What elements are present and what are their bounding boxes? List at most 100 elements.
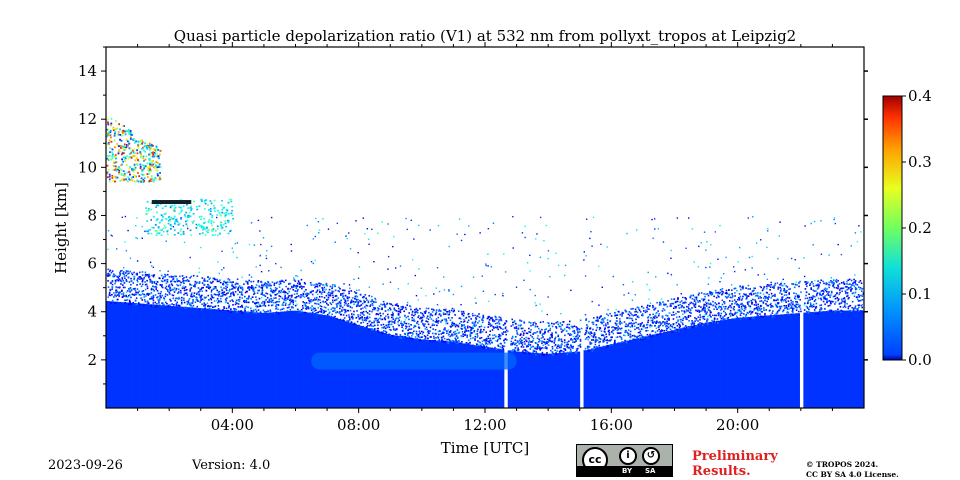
noise-pixel xyxy=(649,326,652,328)
depol-pixel xyxy=(638,334,641,337)
depol-pixel xyxy=(435,318,438,320)
depol-pixel xyxy=(577,338,579,340)
depol-pixel xyxy=(133,271,135,274)
depol-pixel xyxy=(194,281,197,283)
boundary-layer-column xyxy=(606,344,611,408)
depol-pixel xyxy=(687,310,689,312)
depol-pixel xyxy=(269,309,272,312)
noise-pixel xyxy=(358,266,361,268)
depol-pixel xyxy=(439,340,442,343)
cirrus-pixel xyxy=(158,178,161,181)
depol-pixel xyxy=(733,313,736,315)
depol-pixel xyxy=(444,329,447,331)
depol-pixel xyxy=(421,312,424,315)
depol-pixel xyxy=(734,317,737,320)
depol-pixel xyxy=(337,302,340,305)
depol-pixel xyxy=(322,284,324,286)
depol-pixel xyxy=(580,327,583,330)
depol-pixel xyxy=(285,297,288,300)
depol-pixel xyxy=(633,314,636,316)
depol-pixel xyxy=(142,290,145,292)
depol-pixel xyxy=(421,330,423,333)
depol-pixel xyxy=(144,281,146,283)
depol-pixel xyxy=(243,308,246,311)
depol-pixel xyxy=(656,330,659,332)
depol-pixel xyxy=(136,284,138,286)
depol-pixel xyxy=(155,305,158,308)
depol-pixel xyxy=(731,293,733,295)
depol-pixel xyxy=(574,351,577,353)
depol-pixel xyxy=(218,293,221,295)
depol-pixel xyxy=(523,332,525,335)
noise-pixel xyxy=(803,275,806,278)
boundary-layer-column xyxy=(666,331,672,408)
boundary-layer-column xyxy=(742,317,747,408)
boundary-layer-column xyxy=(640,337,645,408)
depol-pixel xyxy=(814,307,817,309)
depol-pixel xyxy=(467,342,469,345)
boundary-layer-column xyxy=(189,307,194,408)
depol-pixel xyxy=(469,342,471,344)
noise-pixel xyxy=(460,303,462,306)
depol-pixel xyxy=(395,333,397,335)
depol-pixel xyxy=(752,317,754,319)
depol-pixel xyxy=(429,314,432,316)
depol-pixel xyxy=(254,302,256,304)
depol-pixel xyxy=(516,340,519,342)
depol-pixel xyxy=(551,334,553,336)
depol-pixel xyxy=(413,326,415,329)
depol-pixel xyxy=(757,297,760,299)
depol-pixel xyxy=(469,332,472,334)
depol-pixel xyxy=(542,353,545,356)
depol-pixel xyxy=(496,326,499,329)
depol-pixel xyxy=(159,292,162,295)
depol-pixel xyxy=(159,284,162,286)
depol-pixel xyxy=(782,309,785,311)
depol-pixel xyxy=(565,326,568,329)
depol-pixel xyxy=(590,332,593,335)
depol-pixel xyxy=(576,333,579,336)
cirrus-pixel xyxy=(120,134,123,137)
depol-pixel xyxy=(737,304,740,307)
noise-pixel xyxy=(239,296,241,299)
noise-pixel xyxy=(124,215,127,218)
depol-pixel xyxy=(534,321,536,324)
cirrus-pixel xyxy=(127,157,130,160)
depol-pixel xyxy=(575,335,578,337)
noise-pixel xyxy=(529,254,531,257)
depol-pixel xyxy=(752,293,755,295)
depol-pixel xyxy=(706,319,708,322)
depol-pixel xyxy=(230,293,232,295)
cirrus-pixel xyxy=(136,163,139,165)
noise-pixel xyxy=(587,339,589,341)
noise-pixel xyxy=(118,287,121,289)
depol-pixel xyxy=(108,292,111,295)
depol-pixel xyxy=(181,307,183,310)
depol-pixel xyxy=(701,298,703,300)
depol-pixel xyxy=(452,322,454,325)
depol-pixel xyxy=(162,276,165,278)
depol-pixel xyxy=(694,317,696,319)
depol-pixel xyxy=(611,344,614,346)
noise-pixel xyxy=(649,302,652,304)
noise-pixel xyxy=(566,346,568,348)
noise-pixel xyxy=(203,299,205,302)
depol-pixel xyxy=(786,296,789,299)
depol-pixel xyxy=(472,337,474,339)
depol-pixel xyxy=(800,310,802,313)
depol-pixel xyxy=(837,287,839,290)
depol-pixel xyxy=(201,290,204,292)
depol-pixel xyxy=(217,294,219,296)
cirrus-pixel xyxy=(132,176,135,178)
noise-pixel xyxy=(211,289,213,291)
depol-pixel xyxy=(238,291,241,293)
boundary-layer-column xyxy=(477,345,482,408)
noise-pixel xyxy=(172,277,175,279)
depol-pixel xyxy=(184,286,187,288)
depol-pixel xyxy=(781,293,783,295)
depol-pixel xyxy=(440,333,442,335)
depol-pixel xyxy=(541,342,543,345)
depol-pixel xyxy=(603,330,606,333)
depol-pixel xyxy=(834,293,837,296)
depol-pixel xyxy=(449,311,451,314)
